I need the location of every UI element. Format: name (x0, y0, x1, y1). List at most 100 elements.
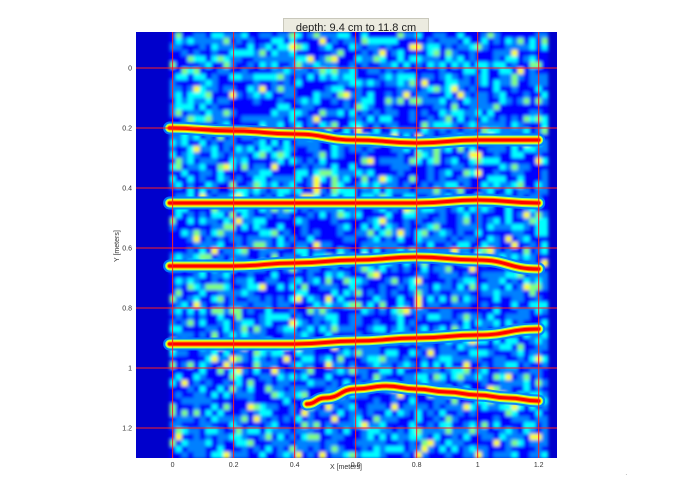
heatmap-cell (355, 422, 363, 429)
heatmap-cell (211, 224, 219, 231)
heatmap-cell (481, 224, 489, 231)
heatmap-cell (487, 338, 495, 345)
heatmap-cell (373, 290, 381, 297)
heatmap-cell (415, 416, 423, 423)
heatmap-cell (235, 242, 243, 249)
heatmap-cell (445, 356, 453, 363)
heatmap-cell (205, 272, 213, 279)
heatmap-cell (319, 362, 327, 369)
heatmap-cell (175, 110, 183, 117)
heatmap-cell (433, 422, 441, 429)
heatmap-cell (403, 152, 411, 159)
heatmap-cell (493, 32, 501, 39)
heatmap-cell (487, 206, 495, 213)
heatmap-cell (241, 368, 249, 375)
heatmap-cell (343, 278, 351, 285)
heatmap-cell (301, 326, 309, 333)
heatmap-cell (385, 272, 393, 279)
heatmap-cell (511, 368, 519, 375)
heatmap-cell (271, 110, 279, 117)
heatmap-cell (235, 182, 243, 189)
heatmap-cell (217, 416, 225, 423)
heatmap-cell (301, 140, 309, 147)
heatmap-cell (469, 218, 477, 225)
heatmap-cell (181, 302, 189, 309)
heatmap-cell (361, 452, 369, 458)
heatmap-cell (253, 440, 261, 447)
heatmap-cell (211, 158, 219, 165)
heatmap-cell (475, 356, 483, 363)
heatmap-cell (427, 410, 435, 417)
heatmap-cell (289, 290, 297, 297)
heatmap-cell (487, 236, 495, 243)
heatmap-cell (295, 182, 303, 189)
heatmap-cell (301, 98, 309, 105)
heatmap-cell (361, 248, 369, 255)
heatmap-cell (343, 104, 351, 111)
heatmap-cell (277, 242, 285, 249)
heatmap-cell (451, 188, 459, 195)
heatmap-cell (517, 92, 525, 99)
heatmap-cell (301, 32, 309, 39)
heatmap-cell (403, 440, 411, 447)
heatmap-cell (277, 44, 285, 51)
heatmap-cell (415, 374, 423, 381)
heatmap-cell (487, 386, 495, 393)
heatmap-cell (493, 290, 501, 297)
heatmap-cell (247, 32, 255, 39)
heatmap-cell (325, 68, 333, 75)
heatmap-cell (379, 452, 387, 458)
heatmap-cell (301, 296, 309, 303)
heatmap-cell (391, 86, 399, 93)
heatmap-cell (355, 98, 363, 105)
heatmap-cell (451, 308, 459, 315)
heatmap-cell (331, 242, 339, 249)
heatmap-cell (487, 38, 495, 45)
heatmap-cell (313, 98, 321, 105)
heatmap-cell (469, 356, 477, 363)
heatmap-cell (517, 440, 525, 447)
heatmap-cell (277, 164, 285, 171)
heatmap-cell (349, 92, 357, 99)
heatmap-cell (523, 362, 531, 369)
heatmap-cell (337, 320, 345, 327)
heatmap-cell (505, 296, 513, 303)
heatmap-cell (523, 224, 531, 231)
heatmap-cell (373, 362, 381, 369)
heatmap-cell (319, 56, 327, 63)
heatmap-cell (541, 128, 549, 135)
heatmap-cell (241, 92, 249, 99)
heatmap-cell (355, 284, 363, 291)
heatmap-cell (451, 446, 459, 453)
heatmap-cell (193, 392, 201, 399)
heatmap-cell (493, 182, 501, 189)
heatmap-cell (529, 428, 537, 435)
heatmap-cell (499, 32, 507, 39)
heatmap-cell (367, 362, 375, 369)
heatmap-cell (439, 344, 447, 351)
heatmap-cell (283, 230, 291, 237)
heatmap-cell (529, 452, 537, 458)
heatmap-cell (421, 104, 429, 111)
heatmap-cell (367, 422, 375, 429)
heatmap-cell (469, 158, 477, 165)
heatmap-cell (421, 452, 429, 458)
heatmap-cell (385, 86, 393, 93)
heatmap-cell (271, 176, 279, 183)
heatmap-cell (391, 146, 399, 153)
heatmap-cell (481, 104, 489, 111)
heatmap-cell (409, 74, 417, 81)
heatmap-cell (361, 230, 369, 237)
heatmap-cell (505, 92, 513, 99)
heatmap-cell (499, 296, 507, 303)
heatmap-cell (517, 32, 525, 39)
heatmap-cell (205, 62, 213, 69)
y-tick-label: 1 (128, 366, 132, 373)
heatmap-cell (307, 362, 315, 369)
heatmap-cell (223, 362, 231, 369)
heatmap-cell (343, 44, 351, 51)
heatmap-cell (259, 86, 267, 93)
heatmap-cell (283, 314, 291, 321)
heatmap-cell (529, 32, 537, 39)
heatmap-cell (493, 50, 501, 57)
